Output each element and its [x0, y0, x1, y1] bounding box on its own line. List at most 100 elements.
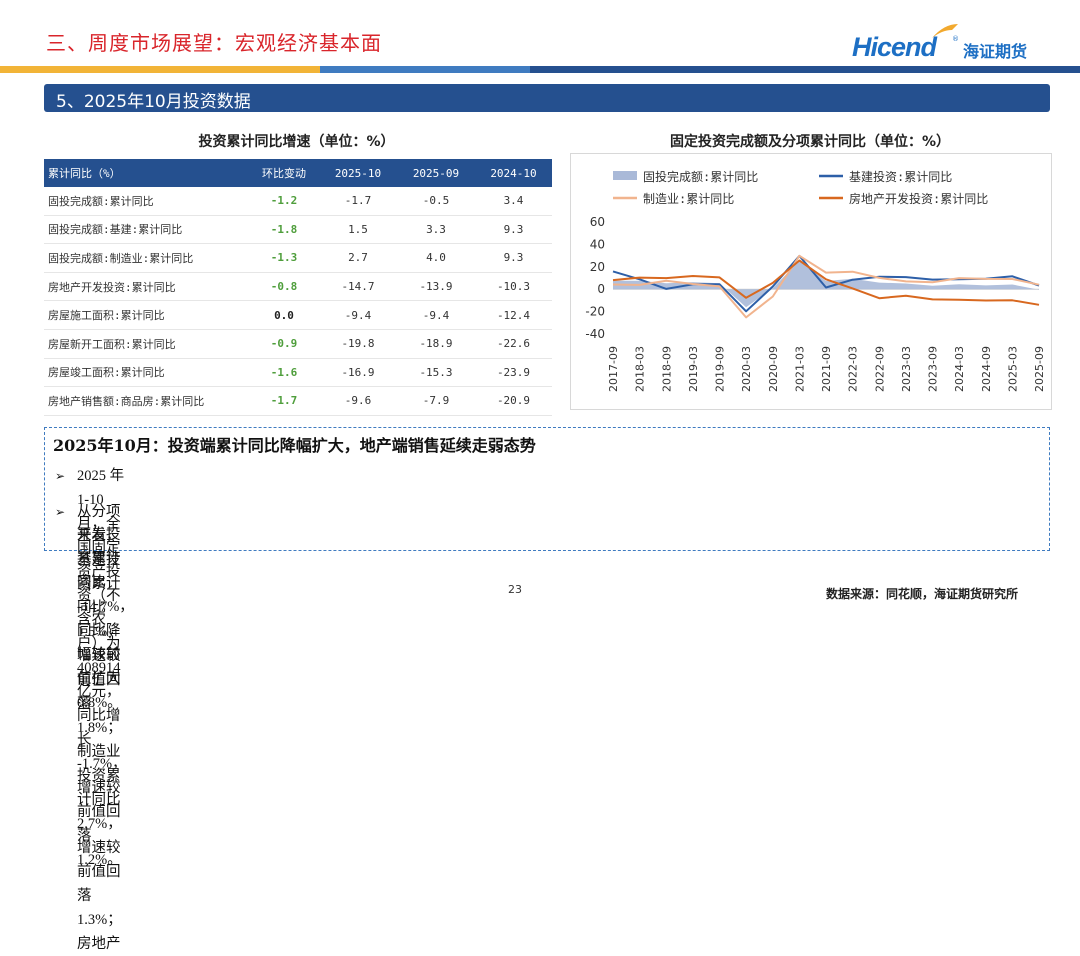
legend-label: 房地产开发投资:累计同比 — [849, 191, 988, 206]
table-row: 固投完成额:制造业:累计同比 -1.3 2.7 4.0 9.3 — [44, 243, 552, 273]
mom-change-cell: 0.0 — [249, 300, 319, 330]
value-2024-10-cell: 9.3 — [475, 243, 552, 273]
legend-swatch — [613, 171, 637, 180]
mom-change-cell: -1.3 — [249, 243, 319, 273]
value-2025-10-cell: -14.7 — [319, 272, 397, 302]
series-area — [613, 260, 1039, 308]
table-row: 房屋竣工面积:累计同比 -1.6 -16.9 -15.3 -23.9 — [44, 358, 552, 388]
section-title: 5、2025年10月投资数据 — [56, 92, 251, 112]
value-2025-09-cell: -15.3 — [397, 358, 475, 388]
table-header-row: 累计同比（%） 环比变动 2025-10 2025-09 2024-10 — [44, 159, 552, 187]
series-line — [612, 254, 1040, 319]
value-2025-09-cell: -0.5 — [397, 187, 475, 216]
value-2025-09-cell: -18.9 — [397, 329, 475, 359]
value-2025-09-cell: 3.3 — [397, 215, 475, 245]
value-2024-10-cell: 3.4 — [475, 187, 552, 216]
value-2025-09-cell: -7.9 — [397, 386, 475, 416]
x-tick-label: 2022-03 — [847, 346, 860, 392]
logo-latin-text: Hicend — [852, 32, 937, 62]
y-tick-label: 40 — [590, 237, 605, 251]
value-2025-10-cell: -9.6 — [319, 386, 397, 416]
y-tick-label: -20 — [585, 305, 605, 319]
summary-heading: 2025年10月：投资端累计同比降幅扩大，地产端销售延续走弱态势 — [53, 436, 536, 455]
x-tick-label: 2019-09 — [714, 346, 727, 392]
header-stripe — [0, 66, 1080, 73]
value-2024-10-cell: -10.3 — [475, 272, 552, 302]
column-header: 2025-10 — [319, 159, 397, 187]
x-tick-label: 2025-09 — [1033, 346, 1046, 392]
x-tick-label: 2020-03 — [740, 346, 753, 392]
value-2024-10-cell: -22.6 — [475, 329, 552, 359]
value-2025-10-cell: 1.5 — [319, 215, 397, 245]
mom-change-cell: -0.9 — [249, 329, 319, 359]
x-tick-label: 2018-03 — [634, 346, 647, 392]
value-2025-09-cell: -9.4 — [397, 300, 475, 330]
page-number: 23 — [508, 583, 522, 596]
y-tick-label: -40 — [585, 327, 605, 341]
value-2025-09-cell: 4.0 — [397, 243, 475, 273]
legend-label: 基建投资:累计同比 — [849, 169, 952, 184]
company-logo: Hicend ® 海证期货 — [852, 22, 1052, 72]
x-tick-label: 2025-03 — [1006, 346, 1019, 392]
column-header: 2024-10 — [475, 159, 552, 187]
y-tick-label: 0 — [597, 282, 605, 296]
x-tick-label: 2023-09 — [927, 346, 940, 392]
value-2024-10-cell: -12.4 — [475, 300, 552, 330]
column-header: 累计同比（%） — [44, 159, 249, 187]
value-2025-10-cell: -19.8 — [319, 329, 397, 359]
mom-change-cell: -1.6 — [249, 358, 319, 388]
line-chart: 固投完成额:累计同比 基建投资:累计同比制造业:累计同比 房地产开发投资:累计同比 6… — [570, 153, 1052, 410]
x-tick-label: 2021-09 — [820, 346, 833, 392]
value-2025-09-cell: -13.9 — [397, 272, 475, 302]
series-line — [612, 259, 1040, 306]
value-2025-10-cell: -9.4 — [319, 300, 397, 330]
x-tick-label: 2024-09 — [980, 346, 993, 392]
section-title-bar: 5、2025年10月投资数据 — [44, 84, 1050, 112]
value-2024-10-cell: -20.9 — [475, 386, 552, 416]
page-title: 三、周度市场展望：宏观经济基本面 — [46, 31, 382, 55]
legend-label: 固投完成额:累计同比 — [643, 169, 758, 184]
row-label: 固投完成额:累计同比 — [44, 187, 249, 216]
table-row: 房屋施工面积:累计同比 0.0 -9.4 -9.4 -12.4 — [44, 300, 552, 330]
table-row: 固投完成额:基建:累计同比 -1.8 1.5 3.3 9.3 — [44, 215, 552, 245]
table-row: 房地产销售额:商品房:累计同比 -1.7 -9.6 -7.9 -20.9 — [44, 386, 552, 416]
x-tick-label: 2021-03 — [793, 346, 806, 392]
row-label: 房屋新开工面积:累计同比 — [44, 329, 249, 359]
x-tick-label: 2023-03 — [900, 346, 913, 392]
table-row: 房地产开发投资:累计同比 -0.8 -14.7 -13.9 -10.3 — [44, 272, 552, 302]
x-tick-label: 2018-09 — [660, 346, 673, 392]
value-2025-10-cell: 2.7 — [319, 243, 397, 273]
y-tick-label: 20 — [590, 260, 605, 274]
row-label: 房屋竣工面积:累计同比 — [44, 358, 249, 388]
row-label: 固投完成额:制造业:累计同比 — [44, 243, 249, 273]
value-2025-10-cell: -16.9 — [319, 358, 397, 388]
row-label: 固投完成额:基建:累计同比 — [44, 215, 249, 245]
y-tick-label: 60 — [590, 215, 605, 229]
row-label: 房地产开发投资:累计同比 — [44, 272, 249, 302]
mom-change-cell: -1.8 — [249, 215, 319, 245]
row-label: 房地产销售额:商品房:累计同比 — [44, 386, 249, 416]
x-tick-label: 2019-03 — [687, 346, 700, 392]
value-2024-10-cell: -23.9 — [475, 358, 552, 388]
chart-title: 固定投资完成额及分项累计同比（单位：%） — [669, 134, 951, 150]
column-header: 2025-09 — [397, 159, 475, 187]
x-tick-label: 2022-09 — [873, 346, 886, 392]
legend-label: 制造业:累计同比 — [643, 192, 734, 206]
arrow-bullet-icon: ➢ — [55, 505, 66, 519]
mom-change-cell: -1.2 — [249, 187, 319, 216]
summary-box: 2025年10月：投资端累计同比降幅扩大，地产端销售延续走弱态势 ➢ 2025 … — [44, 427, 1050, 952]
data-source-note: 数据来源：同花顺，海证期货研究所 — [826, 587, 1019, 601]
value-2024-10-cell: 9.3 — [475, 215, 552, 245]
arrow-bullet-icon: ➢ — [55, 469, 66, 483]
mom-change-cell: -0.8 — [249, 272, 319, 302]
bullet-text: 开发投资累计同比 -14.7%，同比降幅较前值扩大 0.8%。 — [77, 527, 134, 711]
column-header: 环比变动 — [249, 159, 319, 187]
row-label: 房屋施工面积:累计同比 — [44, 300, 249, 330]
investment-table: 累计同比（%） 环比变动 2025-10 2025-09 2024-10 固投完… — [44, 159, 552, 416]
table-title: 投资累计同比增速（单位：%） — [198, 134, 395, 150]
x-tick-label: 2020-09 — [767, 346, 780, 392]
registered-mark-icon: ® — [952, 35, 959, 43]
logo-swoosh-icon — [932, 24, 958, 38]
table-row: 固投完成额:累计同比 -1.2 -1.7 -0.5 3.4 — [44, 187, 552, 216]
